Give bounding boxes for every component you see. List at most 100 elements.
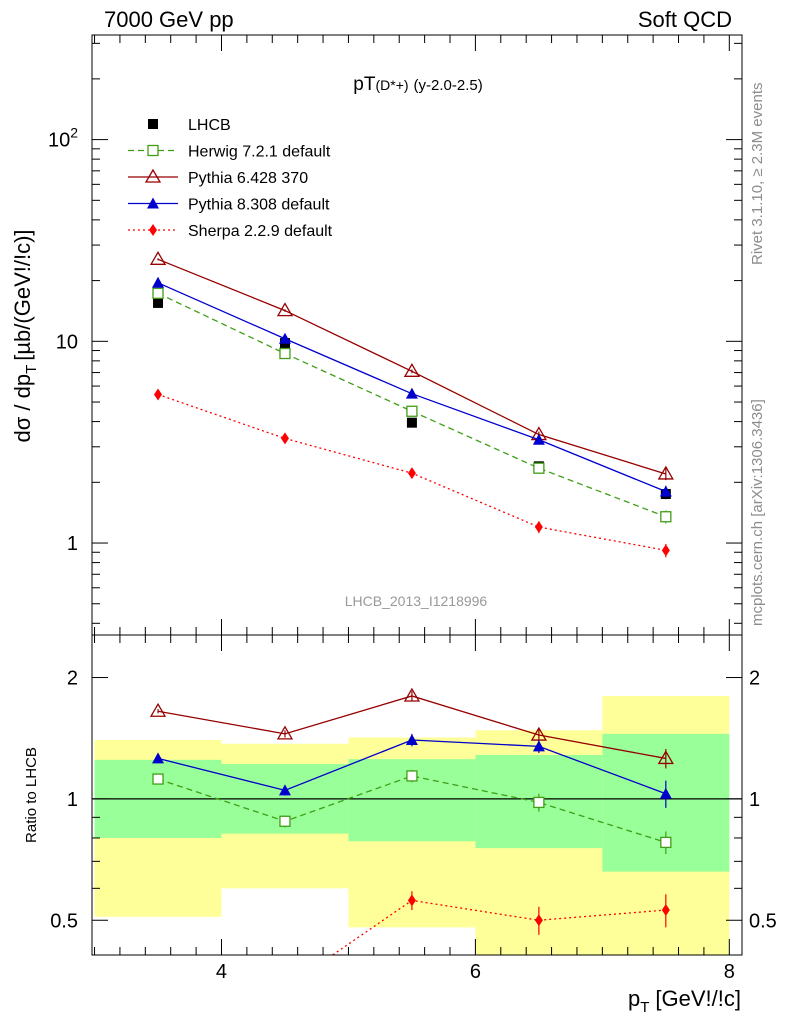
ratio-point-sherpa-2-2-9-default xyxy=(154,977,162,989)
main-point-pythia-8-308-default xyxy=(659,485,672,497)
ratio-point-sherpa-2-2-9-default xyxy=(281,982,289,994)
legend-item-pythia-6-428-370: Pythia 6.428 370 xyxy=(128,168,308,187)
main-point-pythia-8-308-default xyxy=(152,276,165,288)
main-point-lhcb xyxy=(153,297,164,308)
x-tick-label: 4 xyxy=(216,961,227,983)
main-point-pythia-6-428-370 xyxy=(149,251,167,265)
main-series-herwig-7-2-1-default xyxy=(152,287,672,524)
main-point-pythia-6-428-370 xyxy=(403,363,421,377)
ratio-point-herwig-7-2-1-default xyxy=(279,815,291,827)
ratio-point-sherpa-2-2-9-default xyxy=(534,914,543,927)
ratio-point-pythia-6-428-370 xyxy=(276,725,294,740)
main-point-pythia-8-308-default xyxy=(405,387,418,399)
ratio-point-pythia-8-308-default xyxy=(152,752,165,764)
main-point-herwig-7-2-1-default xyxy=(406,405,418,417)
ratio-point-pythia-8-308-default xyxy=(278,784,291,796)
main-point-pythia-8-308-default xyxy=(532,433,545,445)
x-tick-label: 8 xyxy=(724,961,735,983)
main-point-sherpa-2-2-9-default xyxy=(407,467,416,480)
legend-item-herwig-7-2-1-default: Herwig 7.2.1 default xyxy=(128,144,331,161)
main-point-herwig-7-2-1-default xyxy=(533,462,545,474)
main-line-pythia-8-308-default xyxy=(157,282,667,493)
ratio-series-layer xyxy=(149,687,674,994)
analysis-watermark: LHCB_2013_I1218996 xyxy=(345,593,488,609)
legend-marker xyxy=(147,197,159,209)
main-point-herwig-7-2-1-default xyxy=(660,511,672,523)
x-axis-label: pT [GeV!/!c] xyxy=(628,986,741,1016)
main-point-herwig-7-2-1-default xyxy=(279,347,291,360)
ratio-line-herwig-7-2-1-default xyxy=(157,775,667,844)
legend-item-pythia-8-308-default: Pythia 8.308 default xyxy=(128,197,330,214)
ratio-series-pythia-6-428-370 xyxy=(149,687,674,769)
ratio-series-herwig-7-2-1-default xyxy=(152,769,672,854)
ratio-point-sherpa-2-2-9-default xyxy=(407,894,416,907)
x-label-main: p xyxy=(628,986,640,1011)
main-y-label-units: [µb/(GeV!/!c)] xyxy=(10,229,35,360)
ratio-point-pythia-8-308-default xyxy=(659,787,672,799)
ratio-y-tick-label-right: 2 xyxy=(749,668,760,690)
legend-marker xyxy=(148,119,158,129)
ratio-y-tick-label-right: 0.5 xyxy=(749,910,777,932)
ratio-series-sherpa-2-2-9-default xyxy=(154,891,670,994)
ratio-point-pythia-6-428-370 xyxy=(657,750,674,765)
ratio-point-herwig-7-2-1-default xyxy=(660,836,672,849)
main-point-sherpa-2-2-9-default xyxy=(534,521,543,534)
ratio-point-herwig-7-2-1-default xyxy=(406,770,418,782)
main-series-pythia-6-428-370 xyxy=(149,251,674,481)
main-title-sub: (D*+) xyxy=(375,77,408,93)
legend-marker xyxy=(144,168,162,183)
ratio-y-tick-label: 1 xyxy=(67,789,78,811)
process-label: Soft QCD xyxy=(638,7,732,32)
main-point-herwig-7-2-1-default xyxy=(152,287,164,299)
legend-label: Herwig 7.2.1 default xyxy=(188,144,331,161)
main-y-tick-label: 102 xyxy=(48,125,78,152)
legend-label: Pythia 6.428 370 xyxy=(188,170,308,187)
main-y-label-main: dσ / dp xyxy=(10,374,35,443)
ratio-point-pythia-6-428-370 xyxy=(403,687,421,702)
rivet-label: Rivet 3.1.10, ≥ 2.3M events xyxy=(749,83,766,266)
legend-item-lhcb: LHCB xyxy=(148,117,231,134)
ratio-y-tick-label: 2 xyxy=(67,668,78,690)
main-point-sherpa-2-2-9-default xyxy=(280,432,289,445)
ratio-point-pythia-8-308-default xyxy=(532,740,545,752)
main-line-herwig-7-2-1-default xyxy=(157,292,667,518)
ratio-point-herwig-7-2-1-default xyxy=(533,796,545,809)
x-label-sub: T xyxy=(640,999,649,1016)
main-point-sherpa-2-2-9-default xyxy=(154,388,163,401)
energy-label: 7000 GeV pp xyxy=(104,7,234,32)
ratio-series-pythia-8-308-default xyxy=(152,733,672,808)
main-point-lhcb xyxy=(406,417,417,428)
legend-item-sherpa-2-2-9-default: Sherpa 2.2.9 default xyxy=(128,223,333,240)
mcplots-label: mcplots.cern.ch [arXiv:1306.3436] xyxy=(749,399,766,626)
ratio-y-tick-label-right: 1 xyxy=(749,789,760,811)
main-series-layer xyxy=(149,251,674,558)
legend-label: Pythia 8.308 default xyxy=(188,197,330,214)
ratio-point-pythia-8-308-default xyxy=(405,733,418,745)
ratio-y-tick-label: 0.5 xyxy=(50,910,78,932)
main-axis-ticks: 1 10 102 xyxy=(48,35,742,635)
x-tick-label: 6 xyxy=(470,961,481,983)
main-y-tick-label: 10 xyxy=(56,331,78,353)
legend-label: LHCB xyxy=(188,117,231,134)
main-y-axis-label: dσ / dpT [µb/(GeV!/!c)] xyxy=(10,229,40,442)
main-chart-title: pT(D*+) (y-2.0-2.5) xyxy=(353,74,482,95)
main-line-pythia-6-428-370 xyxy=(157,258,667,475)
main-point-pythia-8-308-default xyxy=(278,332,291,344)
main-point-pythia-6-428-370 xyxy=(276,302,294,317)
main-title-main: pT xyxy=(353,74,376,95)
main-y-tick-label: 1 xyxy=(67,533,78,555)
ratio-frame xyxy=(91,634,743,956)
x-label-units: [GeV!/!c] xyxy=(655,986,741,1011)
main-series-pythia-8-308-default xyxy=(152,276,672,498)
main-point-sherpa-2-2-9-default xyxy=(661,544,670,557)
ratio-y-axis-label: Ratio to LHCB xyxy=(23,747,40,843)
legend-marker xyxy=(149,224,157,236)
ratio-point-sherpa-2-2-9-default xyxy=(661,904,670,917)
main-y-label-sub: T xyxy=(23,365,40,374)
ratio-point-herwig-7-2-1-default xyxy=(152,773,164,785)
legend-label: Sherpa 2.2.9 default xyxy=(188,223,333,240)
main-point-pythia-6-428-370 xyxy=(657,465,674,480)
main-series-sherpa-2-2-9-default xyxy=(154,388,670,558)
ratio-point-pythia-6-428-370 xyxy=(149,702,167,717)
